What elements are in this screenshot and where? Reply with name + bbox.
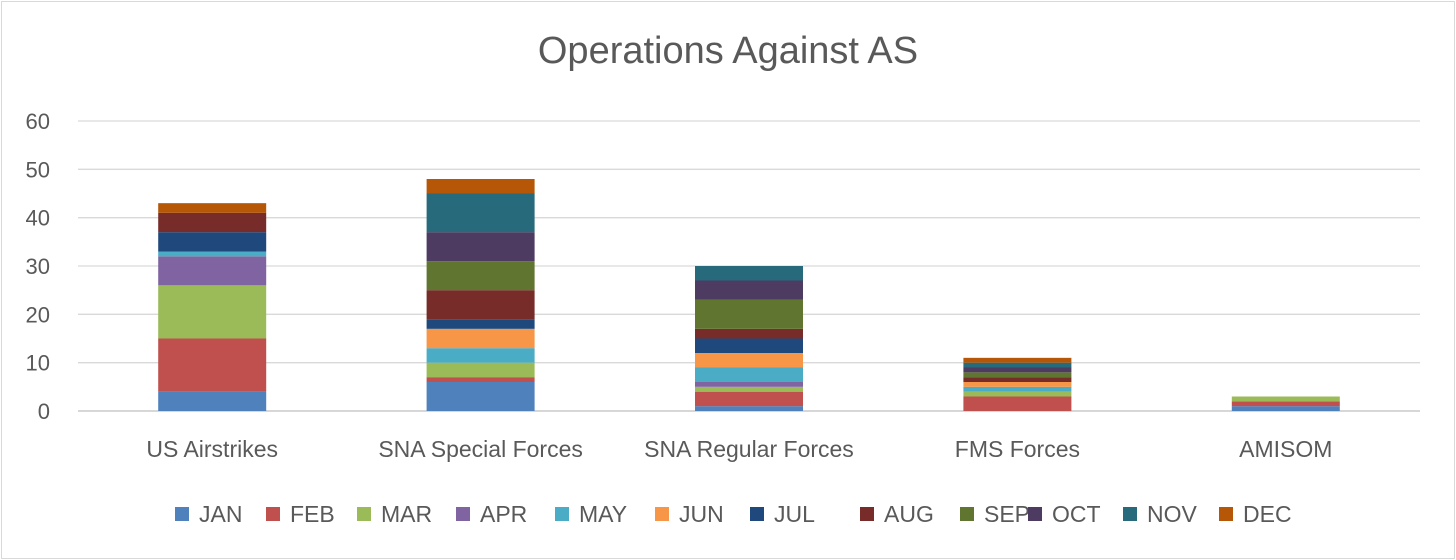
legend-swatch bbox=[1028, 507, 1042, 521]
bar-segment-sep bbox=[963, 372, 1072, 378]
legend-swatch bbox=[456, 507, 470, 521]
legend-swatch bbox=[357, 507, 371, 521]
bar-segment-may bbox=[963, 386, 1072, 392]
x-category-label: US Airstrikes bbox=[146, 436, 278, 462]
legend-label: APR bbox=[480, 501, 527, 527]
bar-segment-oct bbox=[426, 232, 535, 262]
legend-label: FEB bbox=[290, 501, 335, 527]
legend-label: NOV bbox=[1147, 501, 1198, 527]
bar-segment-may bbox=[158, 251, 267, 257]
legend-swatch bbox=[750, 507, 764, 521]
legend-label: AUG bbox=[884, 501, 934, 527]
x-category-label: SNA Regular Forces bbox=[644, 436, 854, 462]
bar-segment-nov bbox=[695, 266, 803, 281]
bar-segment-mar bbox=[963, 391, 1072, 397]
bar-segment-nov bbox=[426, 193, 535, 233]
legend-swatch bbox=[1219, 507, 1233, 521]
legend-label: OCT bbox=[1052, 501, 1101, 527]
bar-segment-apr bbox=[695, 382, 803, 387]
legend-label: MAY bbox=[579, 501, 627, 527]
bar-segment-may bbox=[426, 348, 535, 363]
bar-segment-feb bbox=[158, 338, 267, 392]
bar-segment-jul bbox=[695, 338, 803, 353]
y-tick-label: 60 bbox=[26, 109, 50, 134]
legend-label: JAN bbox=[199, 501, 242, 527]
bar-segment-apr bbox=[158, 256, 267, 286]
chart-title: Operations Against AS bbox=[537, 30, 919, 72]
bar-segment-oct bbox=[695, 280, 803, 300]
bar-segment-jan bbox=[426, 382, 535, 411]
bar-segment-sep bbox=[695, 299, 803, 329]
bar-segment-oct bbox=[963, 367, 1072, 373]
bar-segment-feb bbox=[695, 391, 803, 407]
y-tick-label: 40 bbox=[26, 206, 50, 231]
bar-segment-sep bbox=[426, 261, 535, 291]
bar-segment-feb bbox=[1231, 401, 1340, 407]
bar-segment-mar bbox=[695, 386, 803, 392]
bar-segment-mar bbox=[158, 285, 267, 339]
bar-segment-aug bbox=[426, 290, 535, 320]
bar-segment-dec bbox=[158, 203, 267, 213]
legend-swatch bbox=[555, 507, 569, 521]
bar-segment-aug bbox=[158, 212, 267, 233]
y-tick-label: 10 bbox=[26, 351, 50, 376]
bar-segment-dec bbox=[963, 357, 1072, 363]
bar-segment-jun bbox=[695, 353, 803, 368]
x-category-label: AMISOM bbox=[1239, 436, 1332, 462]
bar-segment-aug bbox=[695, 328, 803, 339]
legend-label: DEC bbox=[1243, 501, 1292, 527]
legend-label: SEP bbox=[984, 501, 1030, 527]
bar-segment-jun bbox=[426, 328, 535, 349]
legend-swatch bbox=[960, 507, 974, 521]
bar-segment-jun bbox=[963, 382, 1072, 387]
bar-segment-dec bbox=[426, 179, 535, 194]
x-category-label: FMS Forces bbox=[955, 436, 1080, 462]
bar-segment-feb bbox=[963, 396, 1072, 411]
bar-segment-jan bbox=[695, 406, 803, 411]
bar-segment-jul bbox=[158, 232, 267, 252]
bar-segment-feb bbox=[426, 377, 535, 382]
bar-segment-mar bbox=[1231, 396, 1340, 402]
legend-label: JUL bbox=[774, 501, 815, 527]
bar-segment-jul bbox=[426, 319, 535, 329]
bar-segment-nov bbox=[963, 362, 1072, 368]
bar-segment-may bbox=[695, 367, 803, 382]
y-tick-label: 0 bbox=[38, 399, 50, 424]
y-tick-label: 50 bbox=[26, 157, 50, 182]
legend-label: JUN bbox=[679, 501, 724, 527]
legend-swatch bbox=[175, 507, 189, 521]
legend-swatch bbox=[266, 507, 280, 521]
y-tick-label: 30 bbox=[26, 254, 50, 279]
bar-segment-mar bbox=[426, 362, 535, 378]
legend-label: MAR bbox=[381, 501, 432, 527]
legend-swatch bbox=[655, 507, 669, 521]
bar-segment-jan bbox=[158, 391, 267, 411]
legend-swatch bbox=[860, 507, 874, 521]
y-tick-label: 20 bbox=[26, 302, 50, 327]
bar-segment-aug bbox=[963, 377, 1072, 382]
bar-segment-jan bbox=[1231, 406, 1340, 411]
x-category-label: SNA Special Forces bbox=[378, 436, 583, 462]
legend-swatch bbox=[1123, 507, 1137, 521]
